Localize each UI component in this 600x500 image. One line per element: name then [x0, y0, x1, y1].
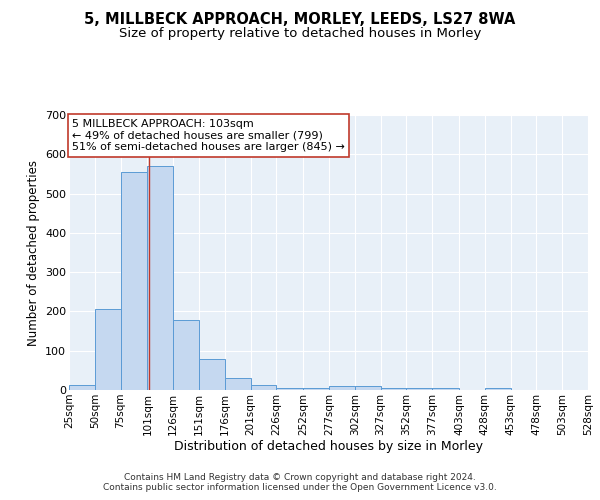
Bar: [432, 388, 459, 390]
Bar: [69, 386, 95, 390]
Bar: [173, 320, 199, 390]
Bar: [251, 384, 277, 390]
Bar: [485, 388, 511, 390]
Text: 5, MILLBECK APPROACH, MORLEY, LEEDS, LS27 8WA: 5, MILLBECK APPROACH, MORLEY, LEEDS, LS2…: [85, 12, 515, 28]
Bar: [277, 388, 303, 390]
Bar: [355, 386, 380, 390]
Text: Contains HM Land Registry data © Crown copyright and database right 2024.
Contai: Contains HM Land Registry data © Crown c…: [103, 473, 497, 492]
Text: Size of property relative to detached houses in Morley: Size of property relative to detached ho…: [119, 28, 481, 40]
Bar: [148, 166, 173, 390]
Bar: [406, 388, 432, 390]
Bar: [121, 172, 148, 390]
Y-axis label: Number of detached properties: Number of detached properties: [26, 160, 40, 346]
Bar: [95, 310, 121, 390]
Bar: [303, 388, 329, 390]
Bar: [380, 388, 406, 390]
X-axis label: Distribution of detached houses by size in Morley: Distribution of detached houses by size …: [174, 440, 483, 454]
Bar: [199, 358, 225, 390]
Text: 5 MILLBECK APPROACH: 103sqm
← 49% of detached houses are smaller (799)
51% of se: 5 MILLBECK APPROACH: 103sqm ← 49% of det…: [72, 119, 345, 152]
Bar: [329, 386, 355, 390]
Bar: [225, 378, 251, 390]
